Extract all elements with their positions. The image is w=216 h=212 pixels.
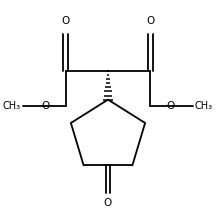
Text: CH₃: CH₃: [195, 101, 213, 111]
Text: CH₃: CH₃: [3, 101, 21, 111]
Text: O: O: [41, 101, 50, 111]
Text: O: O: [104, 198, 112, 208]
Text: O: O: [62, 17, 70, 26]
Text: O: O: [146, 17, 154, 26]
Text: O: O: [166, 101, 175, 111]
